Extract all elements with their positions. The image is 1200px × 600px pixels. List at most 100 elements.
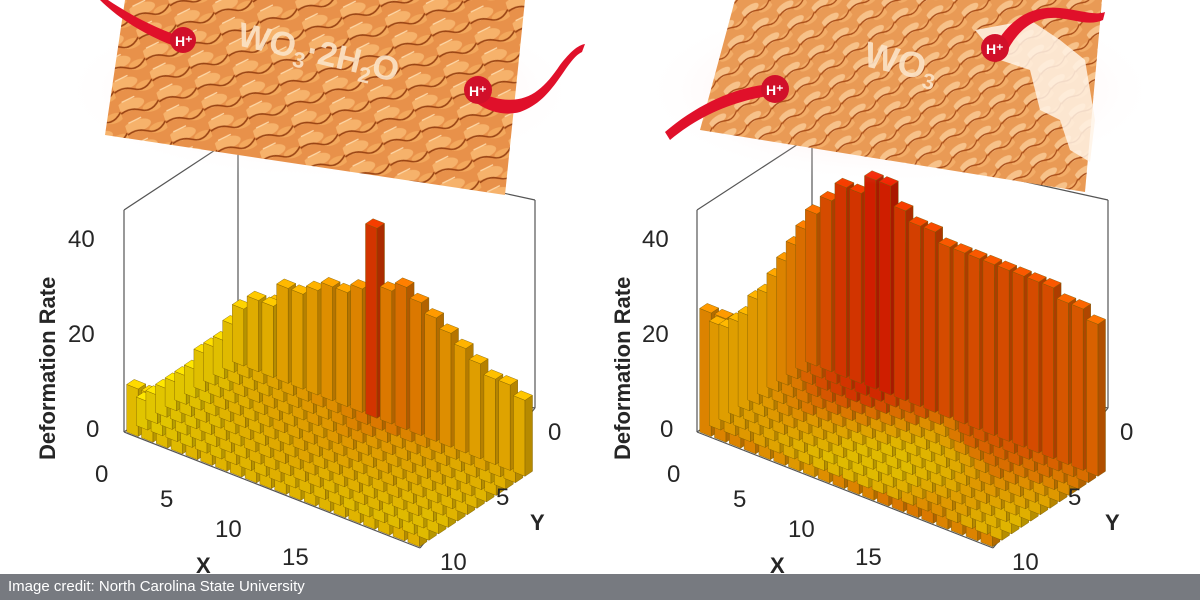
z-tick-0: 0 <box>86 416 99 443</box>
bar-top-face <box>982 254 1003 265</box>
bar-front-face <box>997 265 1010 442</box>
y-tick-10: 10 <box>1012 549 1039 576</box>
proton-label: H⁺ <box>986 41 1004 57</box>
bar-top-face <box>424 308 445 319</box>
proton-label: H⁺ <box>469 83 487 99</box>
x-axis-label: X <box>196 553 211 578</box>
y-axis-label: Y <box>530 510 545 535</box>
y-axis-label: Y <box>1105 510 1120 535</box>
bar-top-face <box>468 354 489 365</box>
bar-front-face <box>276 283 289 384</box>
bar-front-face <box>335 287 348 407</box>
bar-top-face <box>409 292 430 303</box>
bar-top-face <box>1026 272 1047 283</box>
bar-top-face <box>498 375 519 386</box>
bar-side-face <box>524 394 533 477</box>
bar-top-face <box>699 303 720 314</box>
y-tick-5: 5 <box>1068 484 1081 511</box>
bar-front-face <box>1012 271 1025 448</box>
z-axis-label: Deformation Rate <box>610 277 635 460</box>
bar-top-face <box>439 323 459 334</box>
x-tick-15: 15 <box>855 544 882 571</box>
proton-icon <box>170 27 196 53</box>
bar-top-face <box>276 278 297 289</box>
x-tick-15: 15 <box>282 544 309 571</box>
afm-image-overlay: WO3·2H2O H⁺ H⁺ <box>60 0 585 195</box>
bar-top-face <box>1012 266 1032 277</box>
bar-front-face <box>320 282 333 402</box>
bar-0-19 <box>1086 314 1106 477</box>
y-tick-5: 5 <box>496 484 509 511</box>
bar-top-face <box>997 260 1018 271</box>
bar-top-face <box>246 290 267 301</box>
proton-label: H⁺ <box>175 33 193 49</box>
bar-top-face <box>394 277 415 288</box>
bar-top-face <box>952 243 973 254</box>
proton-icon <box>761 75 789 103</box>
y-tick-0: 0 <box>1120 419 1133 446</box>
x-tick-corner: 0 <box>95 461 108 488</box>
z-tick-20: 20 <box>68 321 95 348</box>
bar-top-face <box>126 379 147 390</box>
proton-icon <box>464 76 492 104</box>
bar-top-face <box>1086 314 1106 325</box>
z-tick-40: 40 <box>642 226 669 253</box>
bar-front-face <box>893 206 906 402</box>
bar-front-face <box>864 175 877 390</box>
bar-front-face <box>967 254 980 431</box>
bar-0-19 <box>513 390 533 477</box>
bar-front-face <box>819 196 832 373</box>
bar-front-face <box>1086 319 1099 477</box>
bar-top-face <box>320 277 341 288</box>
bar-front-face <box>1041 283 1054 460</box>
x-tick-corner: 0 <box>667 461 680 488</box>
bar-front-face <box>834 182 847 378</box>
bar-front-face <box>498 380 511 471</box>
bar-top-face <box>453 338 474 349</box>
bar-front-face <box>380 286 392 425</box>
x-tick-5: 5 <box>733 486 746 513</box>
bar-top-face <box>483 369 504 380</box>
y-tick-0: 0 <box>548 419 561 446</box>
bar-top-face <box>513 390 533 401</box>
bar-front-face <box>1027 277 1040 454</box>
bar-front-face <box>483 374 496 465</box>
x-tick-10: 10 <box>788 516 815 543</box>
bar-front-face <box>468 359 481 460</box>
bar-front-face <box>439 328 452 448</box>
bar-front-face <box>805 209 817 367</box>
bar-top-face <box>365 218 385 229</box>
z-axis-label: Deformation Rate <box>35 277 60 460</box>
bar-front-face <box>849 188 862 384</box>
x-tick-5: 5 <box>160 486 173 513</box>
z-tick-20: 20 <box>642 321 669 348</box>
bar-front-face <box>953 248 965 425</box>
bar-front-face <box>394 282 407 431</box>
bar-top-face <box>967 249 988 260</box>
proton-stream <box>100 0 185 48</box>
bar-front-face <box>923 227 936 413</box>
proton-stream <box>995 7 1105 55</box>
bar-top-face <box>1041 278 1062 289</box>
bar-front-face <box>350 284 363 413</box>
bar-0-6 <box>320 277 341 402</box>
bar-front-face <box>306 285 318 396</box>
bar-front-face <box>1056 298 1069 465</box>
bar-front-face <box>232 304 245 367</box>
bar-top-face <box>714 308 734 320</box>
proton-icon <box>981 34 1009 62</box>
y-tick-10: 10 <box>440 549 467 576</box>
bar-top-face <box>923 222 944 233</box>
bar-front-face <box>246 295 259 373</box>
bar-front-face <box>261 301 274 378</box>
bar-side-face <box>1097 318 1106 477</box>
axis-line-floor-x <box>123 431 421 549</box>
proton-stream <box>665 84 775 140</box>
bar-front-face <box>424 313 437 442</box>
bar-top-face <box>1056 293 1077 304</box>
axis-line-floor-x <box>696 431 994 549</box>
panel-wo3-2h2o: 40 20 0 Deformation Rate 0 5 10 15 X 0 5… <box>35 0 585 578</box>
bar-front-face <box>1071 304 1084 471</box>
x-axis-label: X <box>770 553 785 578</box>
